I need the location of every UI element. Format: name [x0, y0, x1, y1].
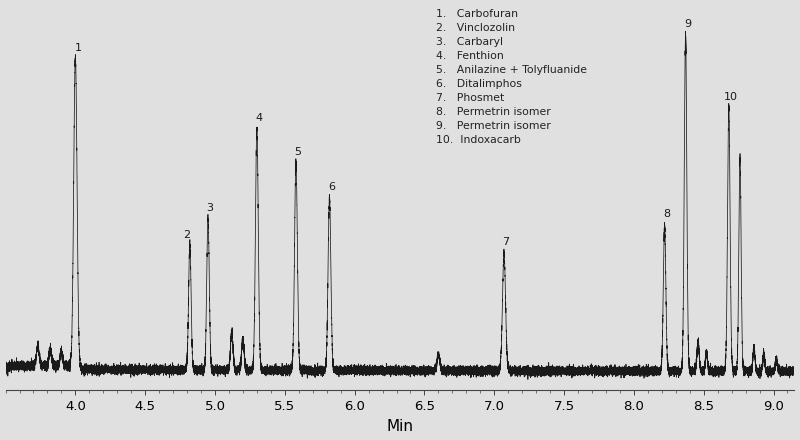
Text: 9: 9 [684, 19, 691, 29]
Text: 4: 4 [255, 113, 262, 123]
Text: 1: 1 [74, 43, 82, 53]
Text: 1.   Carbofuran
2.   Vinclozolin
3.   Carbaryl
4.   Fenthion
5.   Anilazine + To: 1. Carbofuran 2. Vinclozolin 3. Carbaryl… [435, 9, 586, 145]
Text: 2: 2 [183, 230, 190, 240]
Text: 7: 7 [502, 237, 510, 247]
Text: 8: 8 [663, 209, 670, 220]
Text: 3: 3 [206, 202, 214, 213]
X-axis label: Min: Min [386, 419, 414, 434]
Text: 6: 6 [328, 182, 335, 192]
Text: 5: 5 [294, 147, 302, 157]
Text: 10: 10 [724, 92, 738, 102]
